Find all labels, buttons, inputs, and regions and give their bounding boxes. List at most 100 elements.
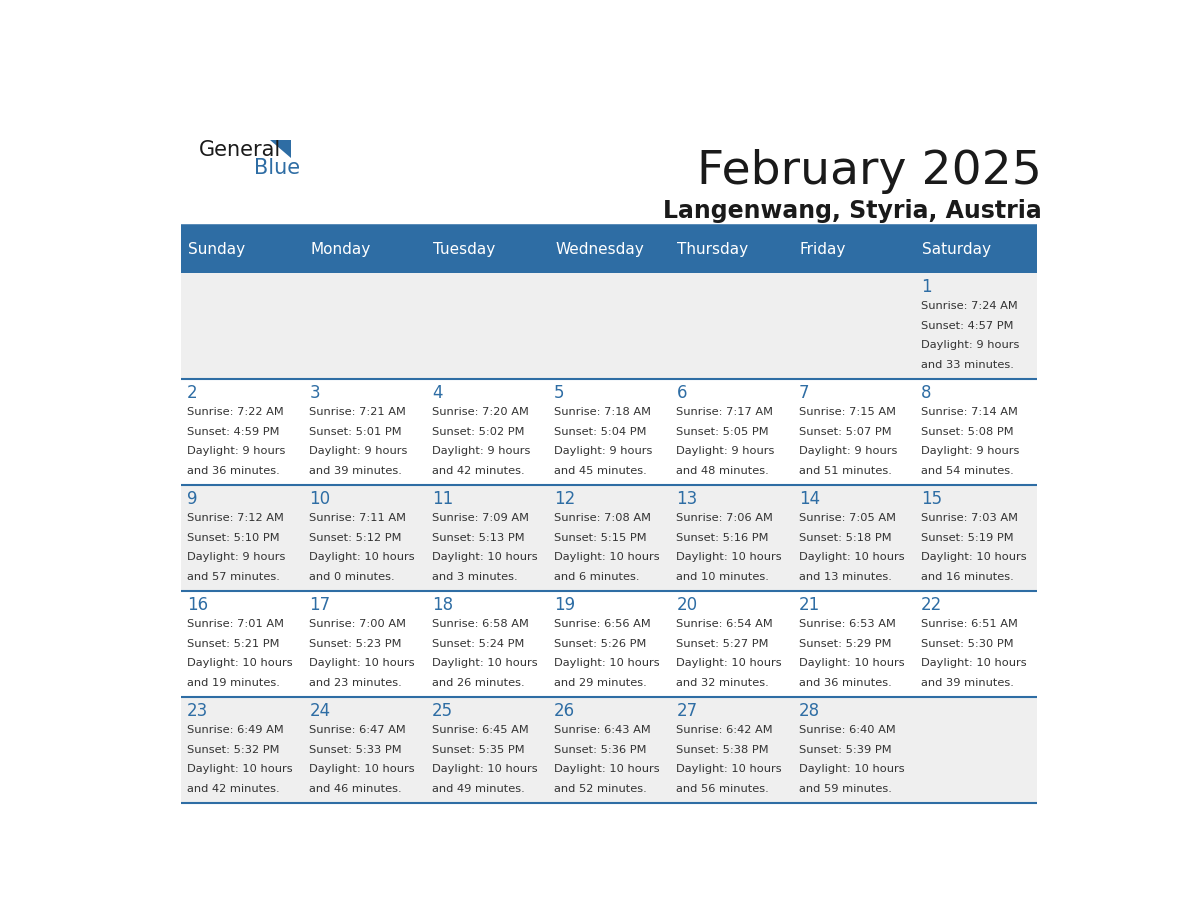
Bar — [670, 485, 792, 591]
Text: 26: 26 — [554, 701, 575, 720]
Text: Saturday: Saturday — [922, 242, 991, 257]
Text: Sunrise: 6:49 AM: Sunrise: 6:49 AM — [188, 725, 284, 735]
Text: Sunset: 4:59 PM: Sunset: 4:59 PM — [188, 427, 279, 437]
Text: and 36 minutes.: and 36 minutes. — [798, 678, 891, 688]
Text: and 0 minutes.: and 0 minutes. — [310, 572, 396, 582]
Text: 19: 19 — [554, 596, 575, 614]
Text: and 36 minutes.: and 36 minutes. — [188, 466, 280, 476]
Text: 27: 27 — [676, 701, 697, 720]
Bar — [915, 485, 1037, 591]
Text: and 39 minutes.: and 39 minutes. — [310, 466, 403, 476]
Text: Daylight: 10 hours: Daylight: 10 hours — [431, 553, 537, 563]
Text: Daylight: 9 hours: Daylight: 9 hours — [310, 446, 407, 456]
Bar — [303, 697, 425, 803]
Bar — [181, 273, 303, 379]
Text: Daylight: 9 hours: Daylight: 9 hours — [676, 446, 775, 456]
Text: 7: 7 — [798, 384, 809, 402]
Text: Sunrise: 7:06 AM: Sunrise: 7:06 AM — [676, 513, 773, 523]
Bar — [425, 379, 548, 485]
Text: Sunrise: 6:58 AM: Sunrise: 6:58 AM — [431, 619, 529, 629]
Text: Sunrise: 7:20 AM: Sunrise: 7:20 AM — [431, 407, 529, 417]
Text: Sunrise: 7:24 AM: Sunrise: 7:24 AM — [921, 301, 1018, 311]
Text: General: General — [200, 140, 282, 160]
Text: 24: 24 — [310, 701, 330, 720]
Text: Sunset: 5:07 PM: Sunset: 5:07 PM — [798, 427, 891, 437]
Text: Sunrise: 6:54 AM: Sunrise: 6:54 AM — [676, 619, 773, 629]
Bar — [792, 591, 915, 697]
Text: 22: 22 — [921, 596, 942, 614]
Text: 23: 23 — [188, 701, 208, 720]
Text: and 26 minutes.: and 26 minutes. — [431, 678, 524, 688]
Text: Tuesday: Tuesday — [432, 242, 495, 257]
Text: Sunset: 5:27 PM: Sunset: 5:27 PM — [676, 639, 769, 649]
Text: and 32 minutes.: and 32 minutes. — [676, 678, 769, 688]
Bar — [303, 485, 425, 591]
Text: and 48 minutes.: and 48 minutes. — [676, 466, 769, 476]
Text: Sunset: 5:16 PM: Sunset: 5:16 PM — [676, 532, 769, 543]
Bar — [181, 227, 1037, 273]
Text: Sunset: 5:35 PM: Sunset: 5:35 PM — [431, 744, 524, 755]
Text: Sunrise: 7:14 AM: Sunrise: 7:14 AM — [921, 407, 1018, 417]
Bar — [915, 379, 1037, 485]
Bar — [548, 697, 670, 803]
Text: Sunrise: 7:21 AM: Sunrise: 7:21 AM — [310, 407, 406, 417]
Text: Sunset: 5:19 PM: Sunset: 5:19 PM — [921, 532, 1013, 543]
Text: 12: 12 — [554, 489, 575, 508]
Text: Daylight: 9 hours: Daylight: 9 hours — [798, 446, 897, 456]
Bar — [670, 591, 792, 697]
Text: and 29 minutes.: and 29 minutes. — [554, 678, 647, 688]
Text: Sunset: 5:30 PM: Sunset: 5:30 PM — [921, 639, 1013, 649]
Bar — [548, 379, 670, 485]
Text: Sunset: 5:04 PM: Sunset: 5:04 PM — [554, 427, 646, 437]
Text: 3: 3 — [310, 384, 320, 402]
Bar — [915, 273, 1037, 379]
Bar — [548, 485, 670, 591]
Text: Daylight: 10 hours: Daylight: 10 hours — [310, 553, 415, 563]
Text: Thursday: Thursday — [677, 242, 748, 257]
Bar — [303, 273, 425, 379]
Text: Sunrise: 6:56 AM: Sunrise: 6:56 AM — [554, 619, 651, 629]
Text: Sunset: 5:12 PM: Sunset: 5:12 PM — [310, 532, 402, 543]
Text: Sunrise: 7:08 AM: Sunrise: 7:08 AM — [554, 513, 651, 523]
Text: Daylight: 9 hours: Daylight: 9 hours — [188, 446, 285, 456]
Text: and 59 minutes.: and 59 minutes. — [798, 784, 892, 794]
Text: 6: 6 — [676, 384, 687, 402]
Text: Sunrise: 7:12 AM: Sunrise: 7:12 AM — [188, 513, 284, 523]
Text: and 10 minutes.: and 10 minutes. — [676, 572, 770, 582]
Text: Sunrise: 6:43 AM: Sunrise: 6:43 AM — [554, 725, 651, 735]
Bar — [792, 273, 915, 379]
Bar — [548, 273, 670, 379]
Text: and 19 minutes.: and 19 minutes. — [188, 678, 280, 688]
Text: and 46 minutes.: and 46 minutes. — [310, 784, 402, 794]
Bar — [792, 697, 915, 803]
Text: Sunset: 5:38 PM: Sunset: 5:38 PM — [676, 744, 769, 755]
Text: 10: 10 — [310, 489, 330, 508]
Text: Sunrise: 7:18 AM: Sunrise: 7:18 AM — [554, 407, 651, 417]
Text: and 3 minutes.: and 3 minutes. — [431, 572, 518, 582]
Bar — [915, 591, 1037, 697]
Text: 28: 28 — [798, 701, 820, 720]
Text: Sunrise: 7:01 AM: Sunrise: 7:01 AM — [188, 619, 284, 629]
Text: Daylight: 10 hours: Daylight: 10 hours — [554, 658, 659, 668]
Text: Sunset: 5:08 PM: Sunset: 5:08 PM — [921, 427, 1013, 437]
Text: Sunset: 5:26 PM: Sunset: 5:26 PM — [554, 639, 646, 649]
Text: and 54 minutes.: and 54 minutes. — [921, 466, 1013, 476]
Text: 13: 13 — [676, 489, 697, 508]
Text: 8: 8 — [921, 384, 931, 402]
Text: and 13 minutes.: and 13 minutes. — [798, 572, 892, 582]
Text: Sunset: 4:57 PM: Sunset: 4:57 PM — [921, 320, 1013, 330]
Text: 18: 18 — [431, 596, 453, 614]
Text: Daylight: 10 hours: Daylight: 10 hours — [431, 765, 537, 775]
Text: and 23 minutes.: and 23 minutes. — [310, 678, 403, 688]
Text: 1: 1 — [921, 277, 931, 296]
Text: Daylight: 10 hours: Daylight: 10 hours — [921, 658, 1026, 668]
Bar — [181, 697, 303, 803]
Bar — [670, 379, 792, 485]
Text: and 42 minutes.: and 42 minutes. — [431, 466, 524, 476]
Text: Daylight: 10 hours: Daylight: 10 hours — [554, 553, 659, 563]
Text: Daylight: 10 hours: Daylight: 10 hours — [554, 765, 659, 775]
Text: and 57 minutes.: and 57 minutes. — [188, 572, 280, 582]
Text: and 6 minutes.: and 6 minutes. — [554, 572, 639, 582]
Text: Daylight: 10 hours: Daylight: 10 hours — [676, 658, 782, 668]
Text: Sunrise: 6:42 AM: Sunrise: 6:42 AM — [676, 725, 773, 735]
